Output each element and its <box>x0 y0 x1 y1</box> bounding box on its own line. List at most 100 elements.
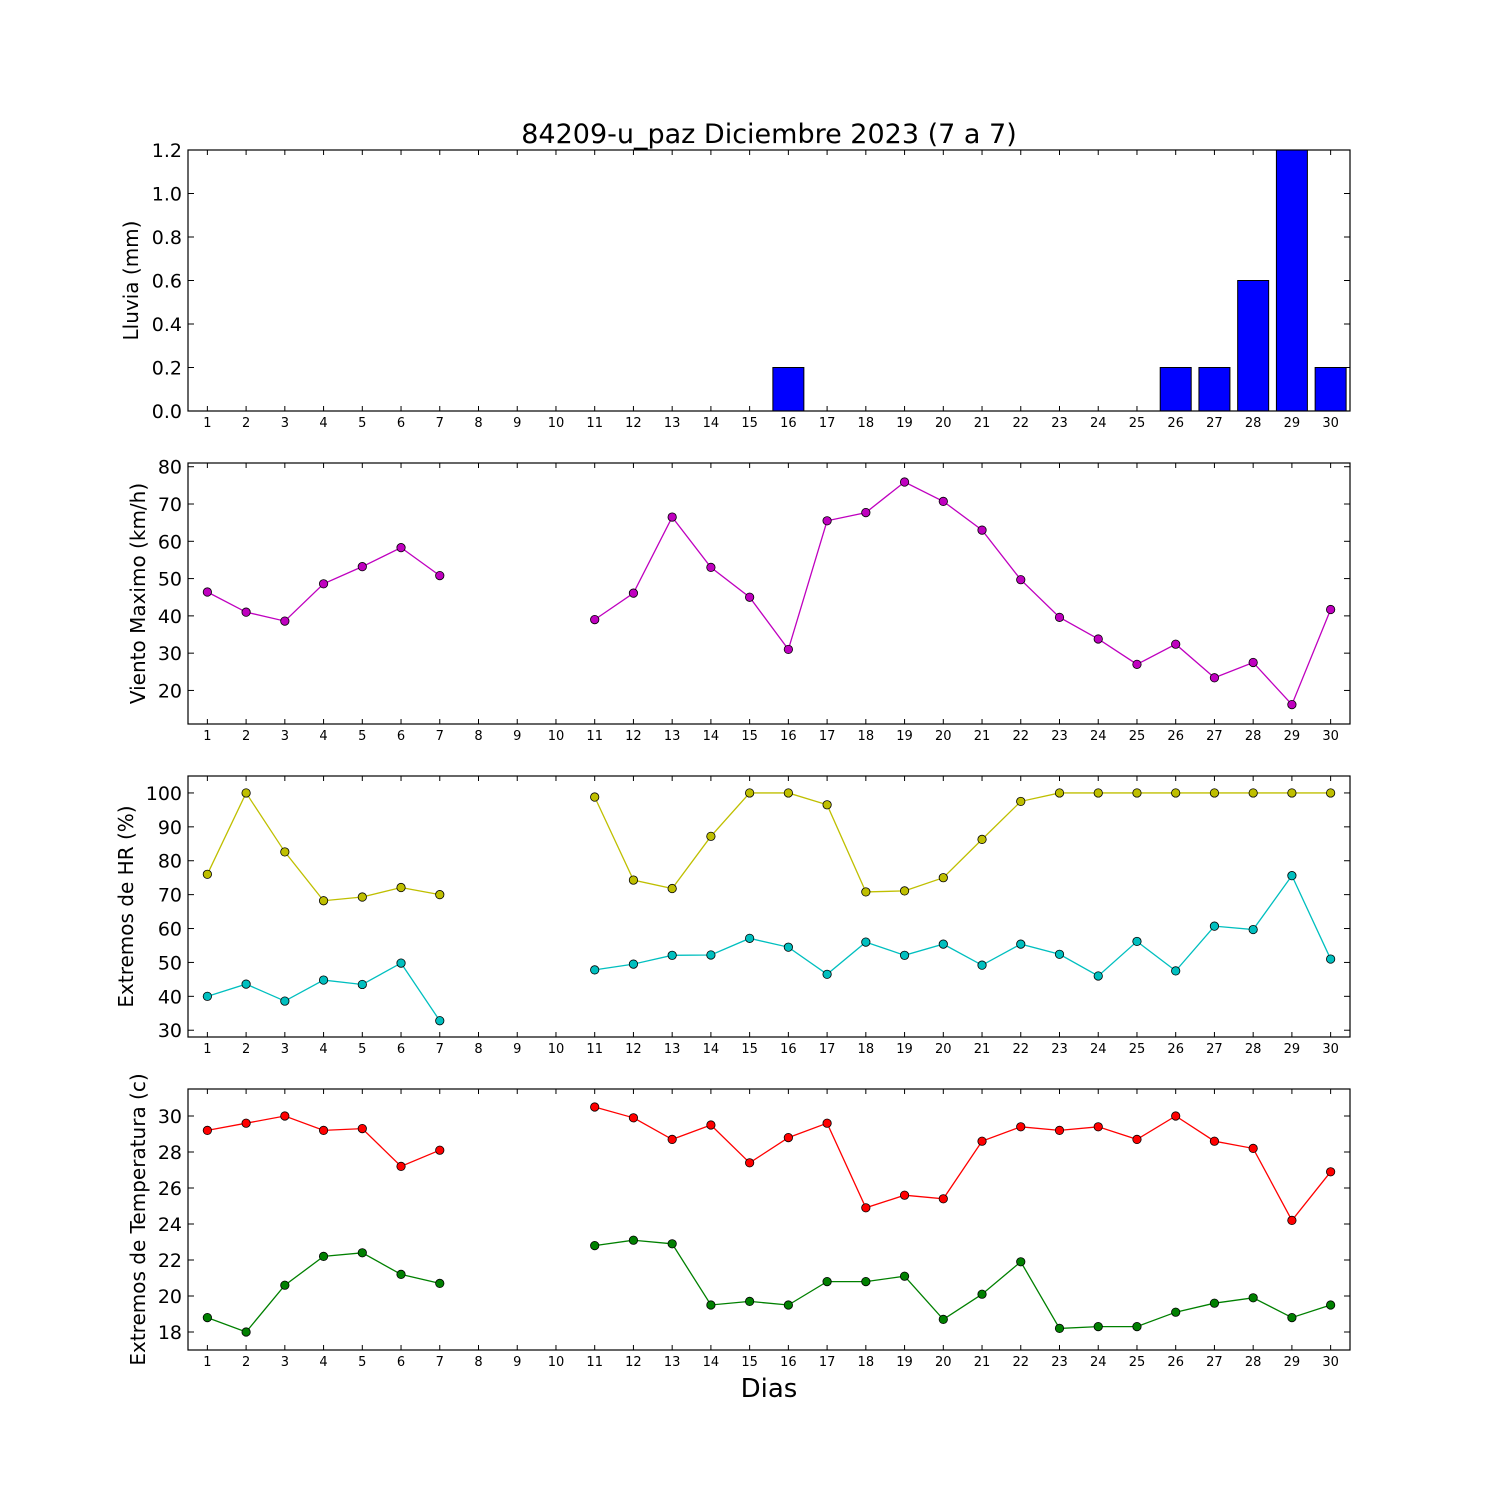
x-tick-label: 22 <box>1012 1042 1029 1057</box>
x-tick-label: 26 <box>1167 1042 1184 1057</box>
x-tick-label: 7 <box>436 729 444 744</box>
y-tick-label: 30 <box>158 1106 182 1128</box>
data-point <box>745 788 755 798</box>
data-point <box>396 1269 406 1280</box>
x-tick-label: 12 <box>625 1355 642 1370</box>
x-tick-label: 14 <box>703 416 720 431</box>
x-tick-label: 18 <box>858 729 875 744</box>
data-point <box>396 958 406 968</box>
x-tick-label: 10 <box>548 1042 565 1057</box>
x-tick-label: 2 <box>242 729 250 744</box>
data-point <box>435 890 445 900</box>
data-point <box>280 847 290 857</box>
data-point <box>590 1102 600 1112</box>
data-point <box>1287 1313 1297 1323</box>
data-point <box>590 792 600 802</box>
data-point <box>977 834 987 844</box>
data-point <box>357 1248 367 1258</box>
y-tick-label: 50 <box>158 569 182 591</box>
data-point <box>628 1113 639 1123</box>
x-tick-label: 26 <box>1167 416 1184 431</box>
x-tick-label: 19 <box>896 1042 913 1057</box>
x-tick-label: 6 <box>397 1042 405 1057</box>
series-line-2 <box>594 1239 1331 1330</box>
x-tick-label: 19 <box>896 416 913 431</box>
data-point <box>667 1134 677 1145</box>
data-point <box>822 969 832 979</box>
data-point <box>628 588 639 598</box>
x-tick-label: 30 <box>1322 1355 1339 1370</box>
data-point <box>280 1280 290 1290</box>
x-tick-label: 13 <box>664 416 681 431</box>
data-point <box>1016 939 1026 949</box>
data-point <box>1016 796 1026 807</box>
x-tick-label: 4 <box>319 1355 327 1370</box>
data-point <box>241 1118 251 1128</box>
data-point <box>1054 612 1065 622</box>
data-point <box>977 1289 987 1299</box>
data-point <box>977 1136 987 1146</box>
data-point <box>1326 604 1336 615</box>
data-point <box>241 788 251 798</box>
x-tick-label: 29 <box>1284 1355 1301 1370</box>
x-tick-label: 21 <box>974 1042 991 1057</box>
y-tick-label: 18 <box>158 1322 182 1344</box>
data-point <box>1093 971 1103 981</box>
data-point <box>202 991 212 1001</box>
x-tick-label: 29 <box>1284 416 1301 431</box>
data-point <box>1248 924 1258 935</box>
data-point <box>435 1016 445 1026</box>
data-point <box>202 587 212 597</box>
x-tick-label: 23 <box>1051 1355 1068 1370</box>
x-tick-label: 5 <box>358 416 366 431</box>
panel-1: 0.00.20.40.60.81.01.21 2 3 4 5 6 7 8 9 10 11 12 13 14… <box>119 140 1351 431</box>
data-point <box>1093 788 1103 798</box>
y-tick-label: 1.0 <box>152 184 182 206</box>
data-point <box>1093 634 1103 644</box>
x-tick-label: 28 <box>1245 1042 1262 1057</box>
data-point <box>1132 659 1142 669</box>
y-tick-label: 28 <box>158 1142 182 1164</box>
data-point <box>938 1314 948 1325</box>
y-tick-label: 30 <box>158 643 182 665</box>
y-axis-label: Viento Maximo (km/h) <box>126 483 150 704</box>
x-tick-label: 1 <box>203 729 211 744</box>
x-tick-label: 15 <box>741 1042 758 1057</box>
data-point <box>318 975 329 985</box>
x-tick-label: 27 <box>1206 729 1223 744</box>
x-tick-label: 14 <box>703 729 720 744</box>
data-point <box>938 496 948 507</box>
data-point <box>706 1300 716 1310</box>
data-point <box>861 1203 871 1213</box>
data-point <box>280 616 290 626</box>
x-tick-label: 20 <box>935 416 952 431</box>
x-tick-label: 13 <box>664 1355 681 1370</box>
data-point <box>1093 1322 1103 1332</box>
x-tick-label: 9 <box>513 416 521 431</box>
data-point <box>1132 936 1142 947</box>
x-tick-label: 19 <box>896 1355 913 1370</box>
data-point <box>357 892 367 902</box>
x-tick-label: 9 <box>513 1355 521 1370</box>
x-tick-label: 25 <box>1129 1042 1146 1057</box>
data-point <box>1171 788 1181 798</box>
x-tick-label: 29 <box>1284 1042 1301 1057</box>
x-tick-label: 24 <box>1090 416 1107 431</box>
x-tick-label: 17 <box>819 1042 836 1057</box>
data-point <box>357 562 367 572</box>
data-point <box>1326 1300 1336 1310</box>
y-tick-label: 90 <box>158 817 182 839</box>
series-line-2 <box>207 1252 440 1333</box>
bar <box>1237 280 1270 412</box>
data-point <box>745 1296 755 1307</box>
data-point <box>1132 788 1142 798</box>
x-tick-label: 20 <box>935 1042 952 1057</box>
data-point <box>706 831 716 841</box>
y-tick-label: 0.8 <box>152 227 182 249</box>
y-tick-label: 24 <box>158 1214 182 1236</box>
x-tick-label: 11 <box>586 729 603 744</box>
chart-title: 84209-u_paz Diciembre 2023 (7 a 7) <box>521 119 1017 150</box>
y-tick-label: 0.0 <box>152 401 182 423</box>
data-point <box>1326 788 1336 798</box>
